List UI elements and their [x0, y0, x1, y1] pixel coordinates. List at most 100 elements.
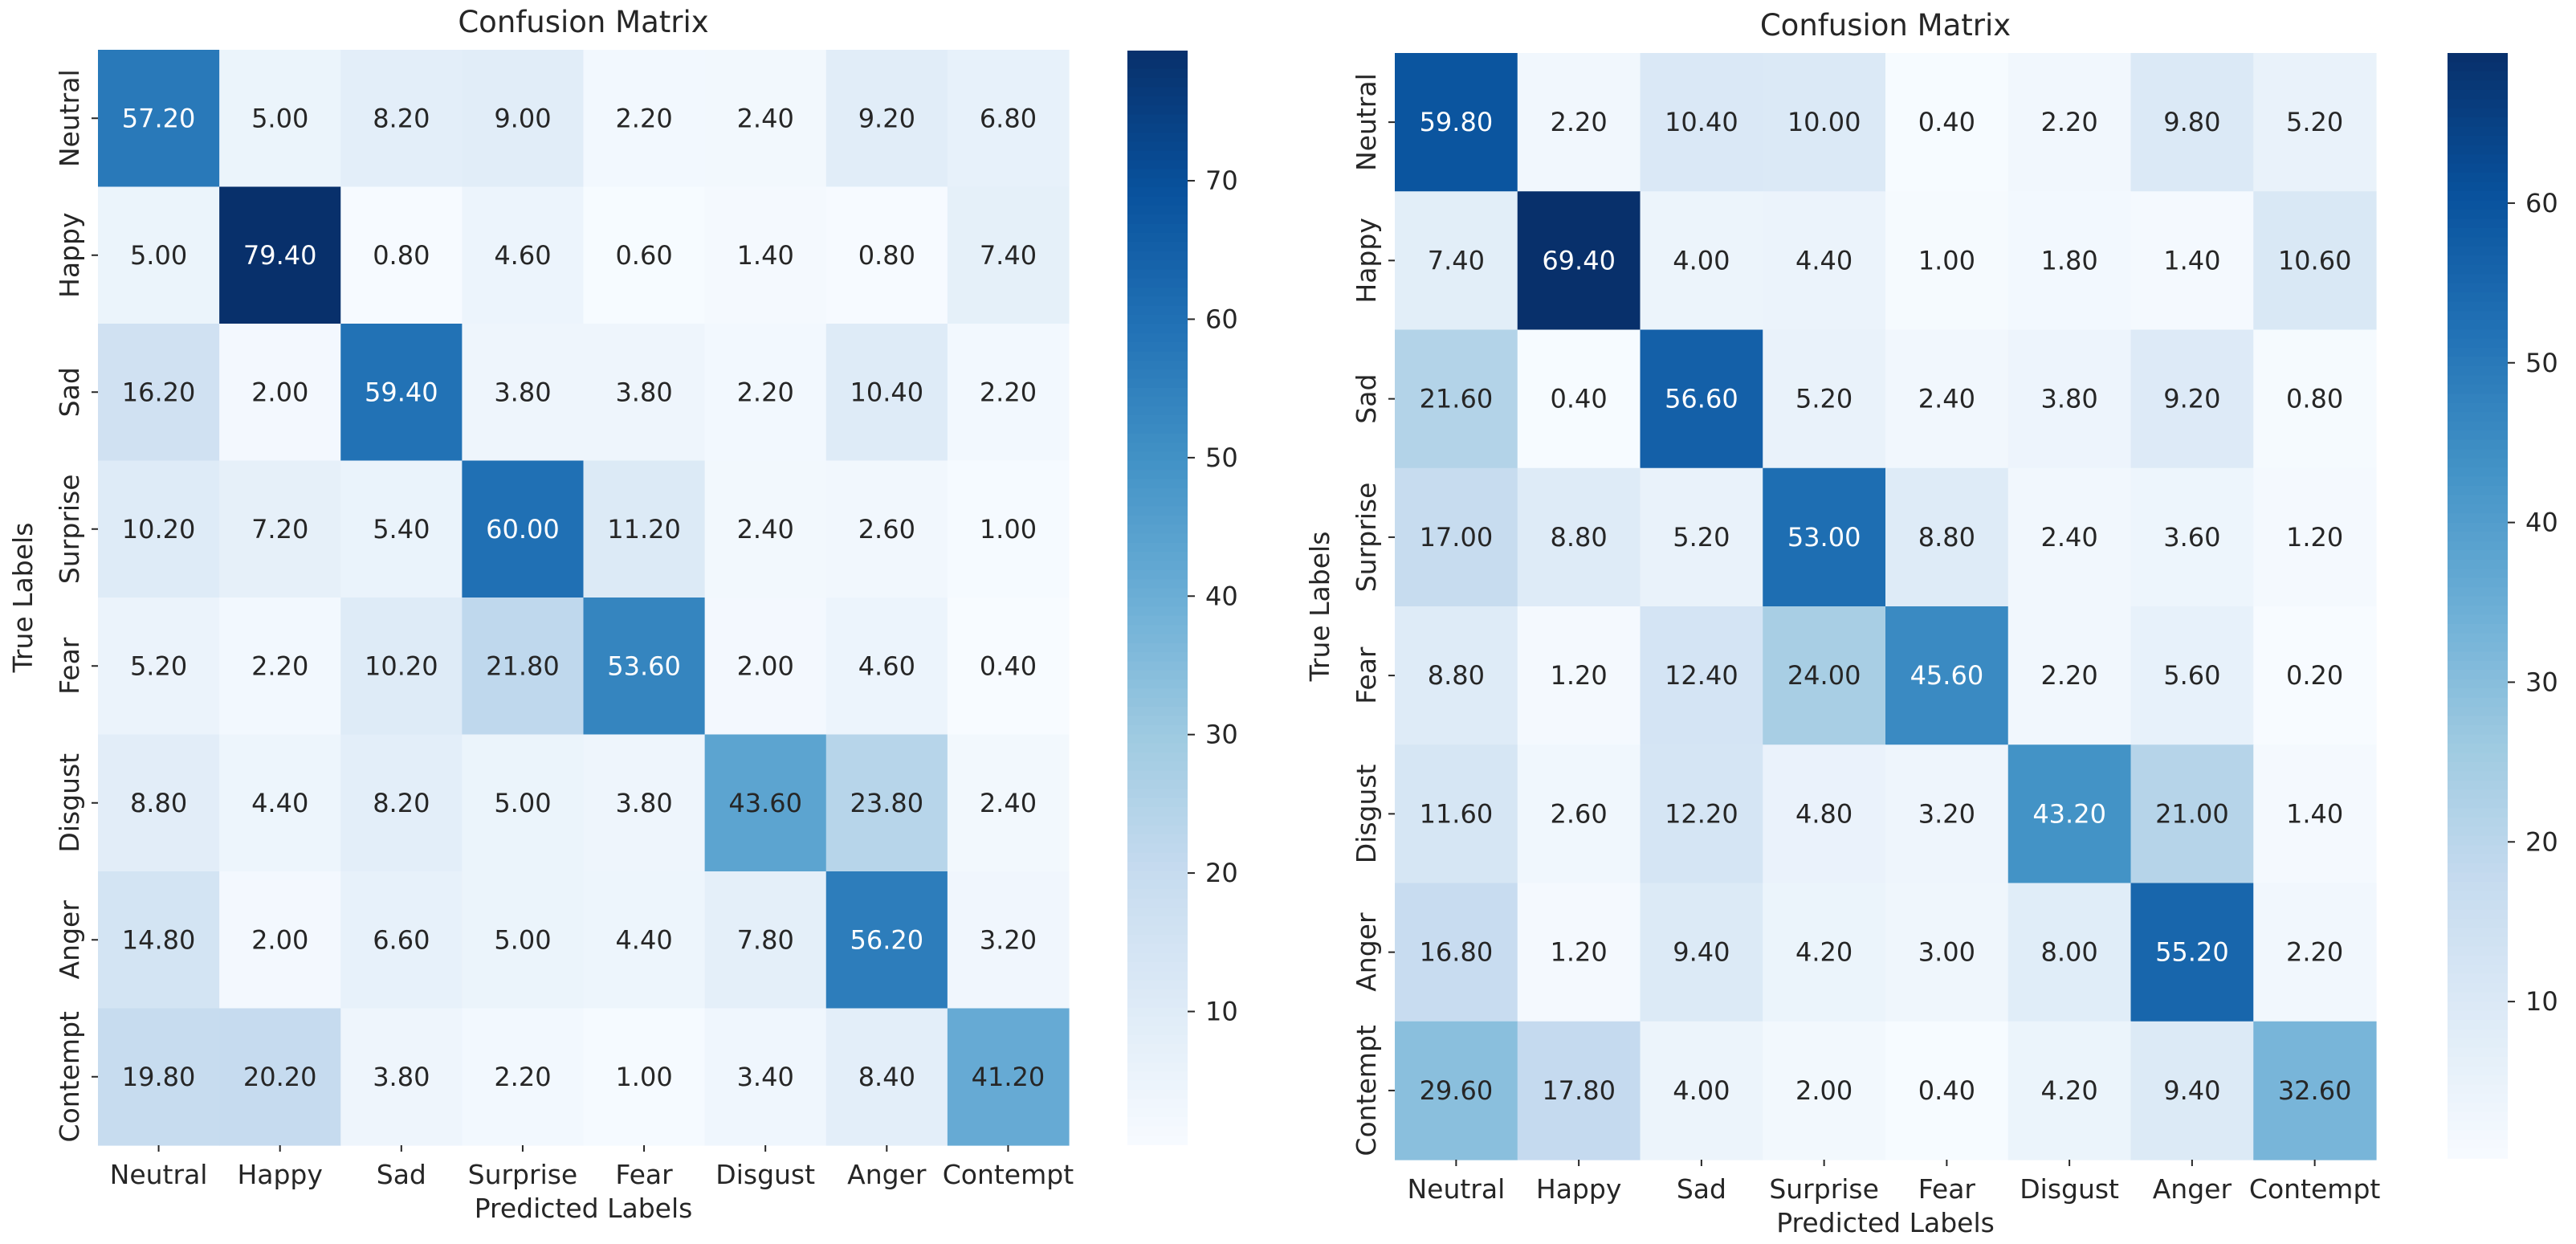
- colorbar-segment: [2448, 375, 2508, 385]
- colorbar-tick-label: 20: [1205, 858, 1238, 888]
- colorbar-segment: [2448, 872, 2508, 883]
- colorbar-segment: [1127, 980, 1188, 990]
- colorbar-segment: [2448, 1103, 2508, 1113]
- colorbar-segment: [2448, 753, 2508, 763]
- cell-value-label: 2.20: [2041, 107, 2098, 137]
- colorbar-segment: [2448, 789, 2508, 800]
- heatmap-cell: [2253, 53, 2377, 192]
- cell-value-label: 2.40: [2041, 522, 2098, 553]
- colorbar-segment: [2448, 402, 2508, 413]
- colorbar-segment: [1127, 460, 1188, 471]
- x-tick-label: Anger: [2153, 1173, 2232, 1205]
- colorbar-segment: [2448, 1038, 2508, 1049]
- colorbar-segment: [1127, 688, 1188, 699]
- colorbar-segment: [1127, 1089, 1188, 1100]
- colorbar-segment: [1127, 133, 1188, 143]
- colorbar-segment: [2448, 80, 2508, 91]
- cell-value-label: 8.00: [2041, 937, 2098, 968]
- y-tick-label: Surprise: [1351, 483, 1382, 593]
- colorbar-tick-label: 60: [1205, 304, 1238, 334]
- colorbar-segment: [1127, 433, 1188, 443]
- colorbar-segment: [2448, 126, 2508, 137]
- cell-value-label: 3.80: [615, 377, 672, 407]
- colorbar-tick-label: 60: [2525, 188, 2558, 218]
- heatmap-cell: [1763, 53, 1886, 192]
- cell-value-label: 8.80: [1918, 522, 1975, 553]
- colorbar-segment: [2448, 173, 2508, 183]
- cell-value-label: 59.40: [365, 377, 438, 407]
- colorbar-tick-label: 30: [2525, 667, 2558, 697]
- cell-value-label: 3.80: [494, 377, 551, 407]
- heatmap-cell: [1763, 606, 1886, 745]
- y-tick-label: Anger: [54, 900, 85, 980]
- y-tick-label: Sad: [1351, 374, 1382, 424]
- cell-value-label: 2.20: [1551, 107, 1608, 137]
- colorbar-segment: [1127, 487, 1188, 498]
- colorbar-segment: [1127, 916, 1188, 927]
- cell-value-label: 3.40: [737, 1062, 794, 1092]
- colorbar-segment: [1127, 634, 1188, 644]
- x-tick-label: Surprise: [1769, 1173, 1879, 1205]
- colorbar-segment: [2448, 973, 2508, 984]
- cell-value-label: 2.20: [980, 377, 1037, 407]
- colorbar-segment: [1127, 506, 1188, 516]
- colorbar-segment: [2448, 606, 2508, 616]
- colorbar-segment: [1127, 598, 1188, 608]
- cell-value-label: 5.20: [1795, 384, 1853, 414]
- heatmap-cell: [1885, 1021, 2009, 1160]
- cell-value-label: 6.60: [373, 924, 430, 955]
- colorbar-segment: [1127, 214, 1188, 225]
- colorbar-segment: [1127, 944, 1188, 954]
- cell-value-label: 1.40: [2163, 245, 2220, 275]
- colorbar-segment: [1127, 233, 1188, 243]
- cell-value-label: 2.40: [980, 788, 1037, 818]
- cell-value-label: 2.00: [251, 377, 308, 407]
- cell-value-label: 4.60: [858, 651, 915, 681]
- cell-value-label: 5.20: [2286, 107, 2343, 137]
- heatmap-cell: [825, 460, 948, 598]
- colorbar-segment: [2448, 1111, 2508, 1122]
- cell-value-label: 10.60: [2278, 245, 2352, 275]
- colorbar-segment: [1127, 68, 1188, 79]
- colorbar-segment: [2448, 946, 2508, 956]
- cell-value-label: 56.60: [1665, 384, 1738, 414]
- colorbar-segment: [2448, 670, 2508, 680]
- heatmap-cell: [2130, 883, 2254, 1022]
- heatmap-cell: [583, 1008, 706, 1146]
- cell-value-label: 5.40: [373, 514, 430, 545]
- heatmap-cell: [219, 186, 341, 324]
- heatmap-cell: [2253, 329, 2377, 469]
- cell-value-label: 0.20: [2286, 660, 2343, 691]
- colorbar-segment: [2448, 845, 2508, 855]
- colorbar-segment: [2448, 1029, 2508, 1039]
- x-tick-label: Disgust: [715, 1159, 815, 1190]
- colorbar-segment: [2448, 808, 2508, 818]
- heatmap-cell: [947, 1008, 1070, 1146]
- colorbar-segment: [1127, 1135, 1188, 1145]
- colorbar-segment: [1127, 907, 1188, 918]
- colorbar-segment: [1127, 542, 1188, 553]
- colorbar-segment: [2448, 936, 2508, 948]
- cell-value-label: 12.40: [1665, 660, 1738, 691]
- colorbar-segment: [1127, 169, 1188, 179]
- colorbar-segment: [2448, 854, 2508, 864]
- colorbar-segment: [1127, 962, 1188, 973]
- colorbar-segment: [2448, 200, 2508, 210]
- heatmap-cell: [1395, 329, 1518, 469]
- cell-value-label: 3.20: [1918, 798, 1975, 829]
- heatmap-cell: [2130, 1021, 2254, 1160]
- colorbar-segment: [2448, 154, 2508, 165]
- colorbar-segment: [1127, 342, 1188, 353]
- colorbar-segment: [2448, 227, 2508, 239]
- colorbar-segment: [2448, 1121, 2508, 1132]
- cell-value-label: 4.40: [251, 788, 308, 818]
- colorbar-segment: [2448, 725, 2508, 736]
- heatmap-cell: [1885, 467, 2009, 607]
- colorbar-segment: [2448, 697, 2508, 708]
- heatmap-cell: [1640, 467, 1763, 607]
- colorbar-segment: [2448, 255, 2508, 266]
- colorbar-segment: [1127, 524, 1188, 535]
- cell-value-label: 0.40: [1918, 1075, 1975, 1106]
- colorbar-segment: [2448, 394, 2508, 404]
- colorbar-segment: [1127, 324, 1188, 334]
